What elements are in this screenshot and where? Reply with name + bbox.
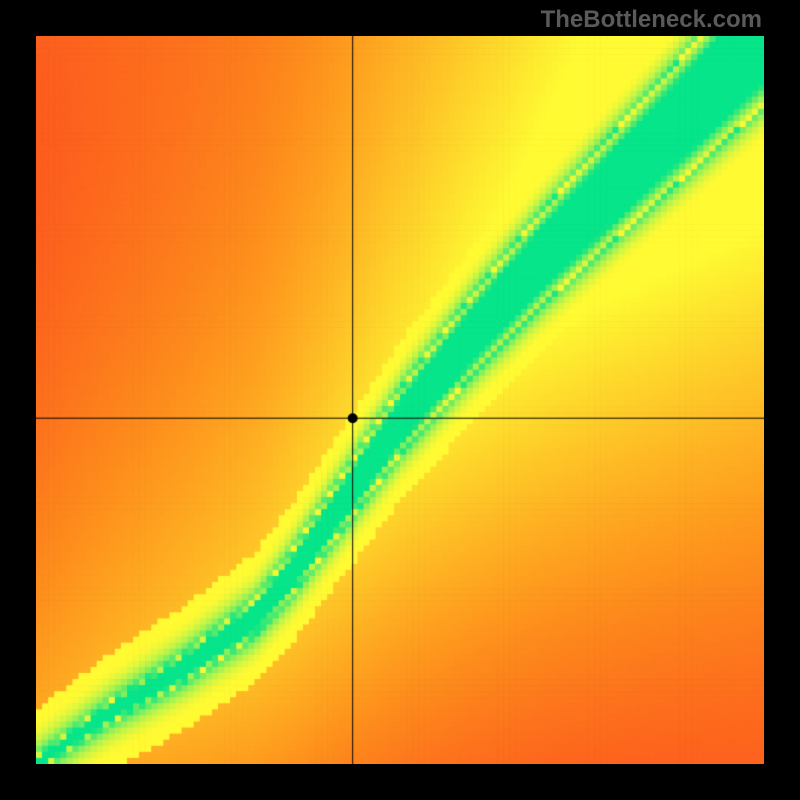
heatmap-plot <box>36 36 764 764</box>
watermark-text: TheBottleneck.com <box>541 6 762 34</box>
heatmap-canvas <box>36 36 764 764</box>
